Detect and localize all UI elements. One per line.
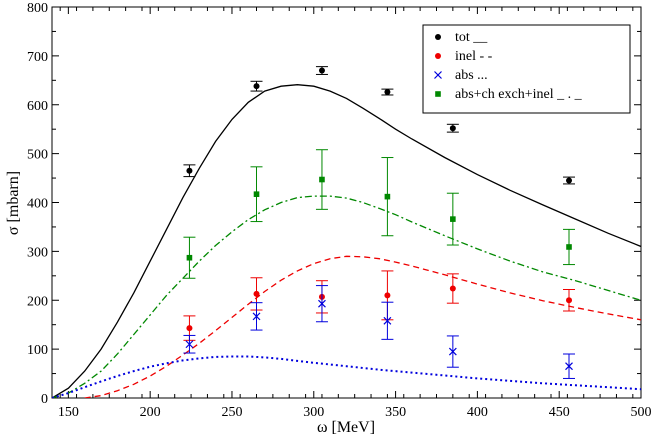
legend-label: inel - - xyxy=(455,49,493,64)
x-tick-label: 450 xyxy=(549,405,570,420)
legend-box xyxy=(422,24,631,114)
y-tick-label: 700 xyxy=(27,50,48,65)
inel-point xyxy=(449,285,456,292)
abs-ch-exch-inel-point xyxy=(384,193,391,200)
abs-point xyxy=(185,340,194,349)
abs-point-stroke xyxy=(318,299,326,308)
abs-ch-exch-inel-point xyxy=(253,191,260,197)
legend-label: tot __ xyxy=(455,30,488,45)
y-tick-label: 800 xyxy=(27,1,48,16)
inel-point xyxy=(186,325,193,332)
tot-point xyxy=(449,125,456,132)
y-tick-label: 200 xyxy=(27,294,48,309)
legend-marker-stroke xyxy=(434,71,442,79)
abs-point xyxy=(448,347,457,356)
inel-point xyxy=(384,292,391,299)
abs-ch-exch-inel-point xyxy=(319,176,325,183)
y-axis-label: σ [mbarn] xyxy=(5,171,22,235)
abs-ch-exch-inel-point xyxy=(450,216,456,222)
tot-point xyxy=(384,89,391,96)
y-tick-label: 100 xyxy=(27,343,48,358)
tot-point xyxy=(186,167,193,174)
abs-point xyxy=(383,316,392,325)
x-axis-label: ω [MeV] xyxy=(317,419,375,436)
curve-abs xyxy=(52,355,641,398)
curve-inel xyxy=(84,255,641,398)
y-tick-label: 500 xyxy=(27,148,48,163)
x-tick-label: 400 xyxy=(467,405,488,420)
tot-point xyxy=(253,83,260,90)
legend-marker xyxy=(435,91,441,97)
y-tick-label: 300 xyxy=(27,245,48,260)
x-tick-label: 150 xyxy=(58,405,79,420)
legend: tot __inel - - abs ... abs+ch exch+inel _ … xyxy=(422,24,631,114)
abs-point xyxy=(252,312,261,321)
abs-ch-exch-inel-point xyxy=(566,244,572,250)
curve-tot xyxy=(52,84,641,398)
y-tick-label: 400 xyxy=(27,197,48,212)
abs-point-stroke xyxy=(185,340,194,349)
data-points xyxy=(183,66,576,379)
axis-ticks: 150 200 250 300 350 400 450 500 0 100 200 300 400 500… xyxy=(27,1,652,420)
x-tick-label: 300 xyxy=(303,405,324,420)
abs-point-stroke xyxy=(252,312,261,321)
legend-marker xyxy=(435,34,441,40)
abs-point-stroke xyxy=(383,316,392,325)
x-tick-label: 500 xyxy=(631,405,652,420)
legend-label: abs+ch exch+inel _ . _ xyxy=(455,87,583,102)
abs-point-stroke xyxy=(448,347,457,356)
x-tick-label: 350 xyxy=(385,405,406,420)
y-tick-label: 600 xyxy=(27,99,48,114)
abs-point-stroke xyxy=(565,362,573,371)
tot-point xyxy=(318,67,325,74)
inel-point xyxy=(253,290,260,297)
legend-label: abs ... xyxy=(455,68,488,83)
abs-ch-exch-inel-point xyxy=(186,254,193,261)
abs-point xyxy=(565,362,573,371)
x-tick-label: 250 xyxy=(221,405,242,420)
y-tick-label: 0 xyxy=(41,392,48,407)
legend-marker xyxy=(435,53,441,59)
inel-point xyxy=(566,297,573,304)
curve-abs-ch-exch-inel xyxy=(52,195,641,398)
model-curves xyxy=(52,84,641,398)
x-tick-label: 200 xyxy=(140,405,161,420)
legend-marker xyxy=(434,71,442,79)
abs-point xyxy=(318,299,326,308)
tot-point xyxy=(566,177,573,184)
